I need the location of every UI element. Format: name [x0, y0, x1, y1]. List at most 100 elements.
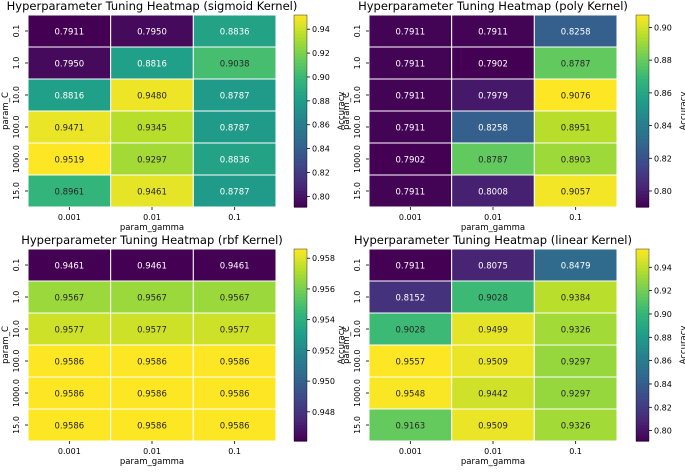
colorbar-segment — [294, 63, 307, 67]
colorbar-segment — [294, 181, 307, 186]
colorbar-segment — [294, 136, 307, 141]
colorbar-segment — [636, 162, 649, 166]
colorbar-segment — [636, 380, 649, 384]
colorbar-segment — [294, 380, 307, 384]
colorbar-segment — [294, 405, 307, 410]
colorbar-tick-label: 0.958 — [312, 254, 335, 263]
colorbar-segment — [294, 418, 307, 423]
cell-value-label: 0.9461 — [220, 262, 250, 272]
heatmap-cell — [451, 344, 535, 378]
heatmap-cell — [192, 142, 277, 176]
colorbar-tick-label: 0.950 — [312, 377, 335, 386]
colorbar-segment — [294, 361, 307, 365]
y-tick-label: 15.0 — [12, 182, 21, 200]
cell-value-label: 0.8961 — [54, 188, 84, 198]
colorbar-tick-label: 0.92 — [654, 287, 672, 296]
colorbar-segment — [636, 168, 649, 173]
colorbar-segment — [636, 389, 649, 394]
colorbar-segment — [636, 393, 649, 397]
colorbar-segment — [294, 85, 307, 90]
colorbar-segment — [636, 95, 649, 99]
colorbar-segment — [636, 31, 649, 35]
colorbar-segment — [294, 197, 307, 202]
cell-value-label: 0.8836 — [220, 156, 250, 166]
cell-value-label: 0.7911 — [395, 92, 425, 102]
colorbar-segment — [294, 155, 307, 160]
colorbar-segment — [294, 329, 307, 333]
colorbar-segment — [636, 146, 649, 150]
heatmap-cell — [27, 14, 112, 48]
colorbar-segment — [636, 297, 649, 301]
colorbar-segment — [294, 21, 307, 26]
cell-value-label: 0.9586 — [220, 358, 250, 368]
cell-value-label: 0.9442 — [478, 390, 508, 400]
colorbar-segment — [294, 335, 307, 340]
colorbar-segment — [636, 325, 649, 330]
cell-value-label: 0.8903 — [561, 156, 591, 166]
x-tick-label: 0.01 — [143, 447, 161, 456]
y-tick-label: 10.0 — [12, 320, 21, 338]
colorbar-segment — [636, 281, 649, 285]
colorbar-segment — [636, 418, 649, 423]
cell-value-label: 0.9567 — [54, 294, 84, 304]
heatmap-cell — [110, 408, 194, 442]
colorbar-segment — [294, 107, 307, 112]
heatmap-cell — [368, 14, 453, 48]
colorbar-segment — [636, 322, 649, 327]
colorbar-segment — [636, 306, 649, 311]
colorbar-segment — [636, 117, 649, 122]
colorbar-segment — [294, 412, 307, 416]
colorbar-segment — [636, 431, 649, 436]
x-tick-label: 0.001 — [58, 447, 81, 456]
colorbar-segment — [294, 428, 307, 432]
colorbar-segment — [294, 415, 307, 420]
colorbar-segment — [294, 354, 307, 359]
colorbar-segment — [294, 373, 307, 378]
cell-value-label: 0.9163 — [395, 422, 425, 432]
y-tick-label: 1.0 — [353, 291, 362, 304]
colorbar-segment — [294, 271, 307, 276]
x-axis-label: param_gamma — [120, 223, 184, 233]
colorbar-tick-label: 0.90 — [654, 310, 672, 319]
colorbar-segment — [636, 255, 649, 260]
colorbar-segment — [636, 37, 649, 42]
colorbar-segment — [636, 412, 649, 416]
colorbar-segment — [294, 139, 307, 144]
colorbar-segment — [294, 434, 307, 439]
cell-value-label: 0.8258 — [478, 124, 508, 134]
colorbar-segment — [294, 130, 307, 134]
colorbar-segment — [636, 21, 649, 26]
chart-title: Hyperparameter Tuning Heatmap (linear Ke… — [354, 233, 632, 247]
colorbar-segment — [636, 27, 649, 32]
y-tick-label: 1000.0 — [353, 145, 362, 173]
cell-value-label: 0.8787 — [561, 60, 591, 70]
cell-value-label: 0.7911 — [54, 28, 84, 38]
heatmap-cell — [451, 142, 535, 176]
colorbar-segment — [636, 69, 649, 74]
colorbar-segment — [636, 79, 649, 83]
cell-value-label: 0.9577 — [54, 326, 84, 336]
colorbar-segment — [636, 178, 649, 182]
colorbar-segment — [294, 386, 307, 391]
heatmap-cell — [533, 46, 618, 80]
colorbar-segment — [636, 319, 649, 324]
heatmap-cell — [192, 312, 277, 346]
colorbar-segment — [294, 306, 307, 311]
colorbar-tick-label: 0.948 — [312, 408, 335, 417]
colorbar-segment — [294, 396, 307, 400]
heatmap-cell — [27, 280, 112, 314]
colorbar-segment — [294, 367, 307, 372]
cell-value-label: 0.7902 — [478, 60, 508, 70]
colorbar-segment — [636, 277, 649, 282]
colorbar-segment — [294, 95, 307, 99]
cell-value-label: 0.8951 — [561, 124, 591, 134]
colorbar-segment — [636, 187, 649, 192]
colorbar-segment — [636, 165, 649, 170]
cell-value-label: 0.8787 — [220, 92, 250, 102]
colorbar-segment — [636, 249, 649, 253]
colorbar-segment — [636, 405, 649, 410]
heatmap-panel-3: Hyperparameter Tuning Heatmap (linear Ke… — [342, 233, 685, 467]
colorbar-segment — [636, 284, 649, 288]
colorbar-segment — [636, 370, 649, 375]
cell-value-label: 0.9586 — [54, 422, 84, 432]
